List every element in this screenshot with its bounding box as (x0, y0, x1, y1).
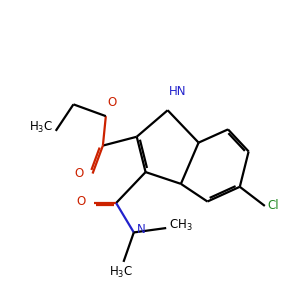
Text: O: O (76, 195, 85, 208)
Text: H$_3$C: H$_3$C (109, 265, 133, 280)
Text: O: O (74, 167, 84, 180)
Text: O: O (107, 96, 117, 109)
Text: H$_3$C: H$_3$C (29, 120, 53, 136)
Text: Cl: Cl (268, 200, 279, 212)
Text: N: N (137, 223, 146, 236)
Text: HN: HN (169, 85, 187, 98)
Text: CH$_3$: CH$_3$ (169, 218, 193, 232)
